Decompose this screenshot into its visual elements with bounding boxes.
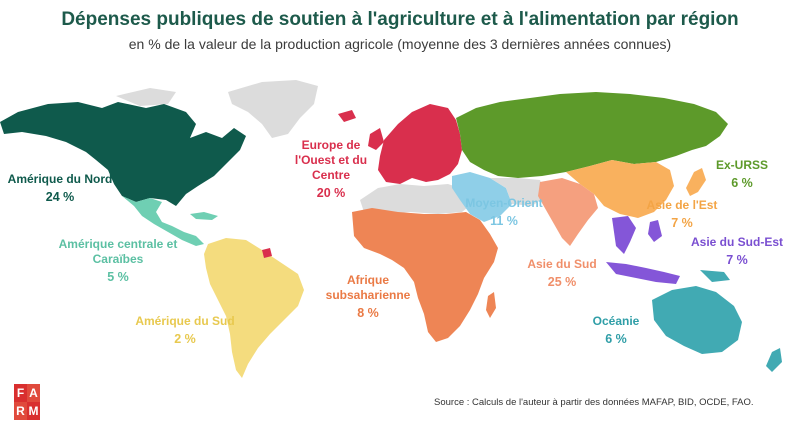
iran-area-shape (490, 178, 546, 206)
label-asie-sud: Asie du Sud 25 % (514, 257, 610, 290)
label-ex-urss-value: 6 % (731, 176, 753, 190)
farm-logo: F A R M (14, 384, 40, 420)
french-guiana-shape (262, 248, 272, 258)
label-moyen-orient: Moyen-Orient 11 % (456, 196, 552, 229)
middle-east-shape (452, 172, 512, 222)
label-asie-est-value: 7 % (671, 216, 693, 230)
label-asie-sud-value: 25 % (547, 275, 577, 289)
label-oceanie: Océanie 6 % (574, 314, 658, 347)
north-america-shape (0, 102, 246, 206)
label-moyen-orient-value: 11 % (490, 214, 518, 228)
europe-shape (378, 104, 462, 184)
label-asie-sud-est: Asie du Sud-Est 7 % (680, 235, 794, 268)
southeast-asia-shape (612, 216, 636, 254)
ex-urss-shape (456, 92, 728, 178)
greenland-shape (228, 80, 318, 138)
label-amerique-nord: Amérique du Nord 24 % (4, 172, 116, 205)
south-asia-shape (538, 178, 598, 246)
label-moyen-orient-name: Moyen-Orient (465, 196, 543, 210)
label-asie-sud-est-value: 7 % (726, 253, 748, 267)
subsaharan-africa-shape (352, 208, 498, 342)
madagascar-shape (486, 292, 496, 318)
label-oceanie-value: 6 % (605, 332, 627, 346)
logo-letter-f: F (14, 384, 27, 402)
australia-shape (652, 286, 742, 354)
label-amerique-centrale: Amérique centrale et Caraïbes 5 % (40, 237, 196, 285)
indonesia-shape (606, 262, 680, 284)
label-amerique-centrale-value: 5 % (107, 270, 129, 284)
label-amerique-nord-value: 24 % (45, 190, 75, 204)
iceland-shape (338, 110, 356, 122)
label-afrique: Afrique subsaharienne 8 % (320, 273, 416, 321)
label-europe-value: 20 % (316, 186, 346, 200)
label-europe: Europe de l'Ouest et du Centre 20 % (283, 138, 379, 201)
central-america-shape (122, 196, 204, 246)
label-asie-sud-name: Asie du Sud (527, 257, 597, 271)
japan-shape (686, 168, 706, 196)
label-amerique-sud-name: Amérique du Sud (135, 314, 235, 328)
label-amerique-sud: Amérique du Sud 2 % (110, 314, 260, 347)
label-ex-urss: Ex-URSS 6 % (706, 158, 778, 191)
logo-letter-r: R (14, 402, 27, 420)
philippines-shape (648, 220, 662, 242)
new-zealand-shape (766, 348, 782, 372)
label-amerique-nord-name: Amérique du Nord (7, 172, 113, 186)
label-asie-est: Asie de l'Est 7 % (640, 198, 724, 231)
map-subtitle: en % de la valeur de la production agric… (128, 36, 672, 52)
label-europe-name: Europe de l'Ouest et du Centre (294, 138, 368, 182)
label-afrique-name: Afrique subsaharienne (325, 273, 411, 302)
label-amerique-sud-value: 2 % (174, 332, 196, 346)
caribbean-shape (190, 212, 218, 220)
png-shape (700, 270, 730, 282)
label-asie-est-name: Asie de l'Est (646, 198, 718, 212)
map-title: Dépenses publiques de soutien à l'agricu… (61, 9, 739, 30)
label-amerique-centrale-name: Amérique centrale et Caraïbes (58, 237, 178, 266)
logo-letter-m: M (27, 402, 40, 420)
uk-shape (368, 128, 384, 150)
label-ex-urss-name: Ex-URSS (715, 158, 768, 172)
logo-letter-a: A (27, 384, 40, 402)
north-africa-shape (360, 184, 472, 214)
arctic-islands-shape (116, 88, 176, 106)
label-asie-sud-est-name: Asie du Sud-Est (690, 235, 783, 249)
source-note: Source : Calculs de l'auteur à partir de… (434, 397, 754, 408)
east-asia-shape (566, 160, 674, 218)
label-oceanie-name: Océanie (592, 314, 640, 328)
south-america-shape (204, 238, 304, 378)
label-afrique-value: 8 % (357, 306, 379, 320)
